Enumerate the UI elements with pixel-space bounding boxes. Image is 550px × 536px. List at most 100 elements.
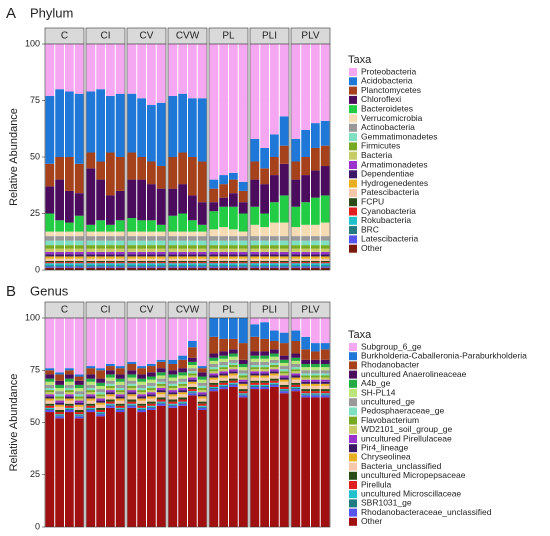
bar-segment [65,403,74,406]
bar-segment [45,318,55,369]
bar-segment [55,157,64,180]
bar-segment [115,400,125,404]
bar-segment [86,381,96,385]
bar-segment [168,377,178,381]
bar-segment [55,388,64,392]
bar-segment [65,266,74,268]
legend-label: Planctomycetes [361,85,421,95]
bar-segment [279,265,289,267]
bar-segment [219,380,228,383]
bar-segment [291,236,301,241]
bar-segment [291,373,301,376]
bar-segment [320,370,330,374]
bar-segment [65,381,74,385]
bar-segment [229,179,238,194]
bar-segment [270,222,279,237]
bar-segment [45,394,55,397]
bar-segment [86,374,96,379]
bar-segment [86,378,96,382]
bar-segment [238,248,248,252]
bar-segment [311,391,320,394]
legend-label: Bacteria [361,150,392,160]
bar-segment [238,266,248,268]
bar-segment [55,179,64,221]
bar-segment [188,391,197,393]
bar-segment [127,251,137,255]
bar-segment [96,385,105,390]
bar-segment [209,369,219,372]
bar-segment [137,366,146,369]
legend-swatch [349,517,357,526]
legend-label: Dependentiae [361,169,414,179]
bar-segment [238,377,248,380]
bar-segment [137,240,146,246]
legend-label: uncultured Pirellulaceae [361,433,452,443]
legend-label: Verrucomicrobia [361,113,423,123]
bar-segment [260,245,269,249]
legend-swatch [349,142,357,151]
bar-segment [229,256,238,259]
bar-segment [301,349,310,360]
bar-segment [96,416,105,527]
bar-segment [106,366,115,371]
bar-segment [137,398,146,401]
bar-segment [279,379,289,382]
bar-segment [219,355,228,359]
bar-segment [250,389,260,527]
bar-segment [229,193,238,207]
bar-segment [250,351,260,356]
bar-segment [74,267,84,270]
bar-segment [291,318,301,331]
bar-segment [86,168,96,225]
bar-segment [291,245,301,249]
bar-segment [96,378,105,383]
y-tick-label: 25 [30,469,40,479]
bar-segment [238,254,248,257]
bar-segment [279,116,289,146]
bar-segment [250,258,260,261]
bar-segment [147,366,156,373]
bar-segment [301,262,310,264]
bar-segment [55,44,64,90]
bar-segment [311,395,320,398]
bar-segment [127,399,137,402]
bar-segment [250,240,260,246]
bar-segment [188,318,197,341]
bar-segment [106,401,115,404]
legend-label: Burkholderia-Caballeronia-Paraburkholder… [361,350,527,360]
bar-segment [137,236,146,241]
bar-segment [291,251,301,255]
bar-segment [115,374,125,379]
bar-segment [115,398,125,401]
bar-segment [279,222,289,237]
bar-segment [115,405,125,408]
bar-segment [301,391,310,394]
bar-segment [137,266,146,268]
bar-segment [115,190,125,221]
bar-segment [291,254,301,257]
bar-segment [279,371,289,374]
bar-segment [74,163,84,194]
bar-segment [45,213,55,232]
bar-segment [291,262,301,264]
bar-segment [311,147,320,171]
bar-segment [127,404,137,406]
bar-segment [45,263,55,266]
bar-segment [301,379,310,382]
bar-segment [74,262,84,264]
bar-segment [279,384,289,387]
bar-segment [209,336,219,354]
bar-segment [270,340,279,350]
bar-segment [65,378,74,382]
bar-segment [320,343,330,350]
bar-segment [197,265,207,267]
bar-segment [229,375,238,379]
bar-segment [279,256,289,259]
bar-segment [74,398,84,401]
bar-segment [55,260,64,263]
bar-segment [106,385,115,389]
bar-segment [178,258,187,261]
bar-segment [137,220,146,232]
bar-segment [301,266,310,268]
bar-segment [168,258,178,261]
